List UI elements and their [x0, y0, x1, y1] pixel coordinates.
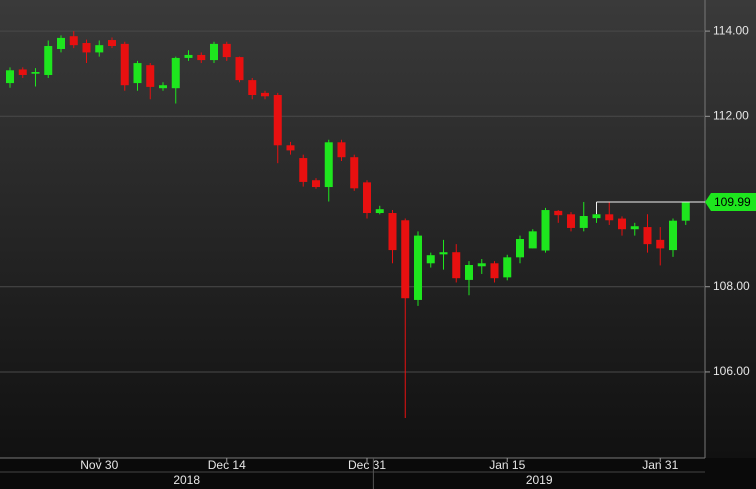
candle-body: [95, 45, 104, 53]
y-tick-label: 112.00: [713, 108, 749, 122]
candle-body: [273, 95, 282, 146]
candle-body: [669, 220, 677, 251]
candle-body: [324, 142, 333, 188]
candle-body: [579, 216, 588, 228]
candle-body: [630, 226, 639, 230]
candle-body: [248, 80, 257, 96]
candle-body: [18, 69, 27, 75]
y-tick-label: 114.00: [713, 23, 749, 37]
candle-body: [222, 43, 231, 58]
candle-body: [554, 210, 563, 216]
candle-body: [656, 239, 665, 249]
x-tick-label: Jan 15: [489, 458, 525, 472]
candle-body: [503, 257, 512, 278]
last-price-label: 109.99: [714, 195, 751, 209]
x-tick-label: Dec 14: [208, 458, 246, 472]
candle-body: [643, 227, 652, 245]
candle-body: [363, 182, 371, 214]
candle-body: [197, 54, 206, 61]
candle-body: [69, 36, 78, 46]
candle-body: [337, 142, 346, 158]
candle-body: [414, 235, 422, 300]
candle-body: [490, 263, 499, 279]
candle-body: [171, 57, 180, 89]
last-price-tag: [705, 192, 756, 211]
candle-body: [159, 85, 167, 89]
candle-body: [567, 214, 575, 228]
candle-body: [312, 180, 320, 188]
candle-body: [120, 43, 129, 86]
candle-body: [184, 54, 193, 58]
x-tick-label: Dec 31: [348, 458, 386, 472]
candle-body: [286, 145, 295, 151]
candle-body: [401, 220, 410, 299]
candle-body: [261, 92, 269, 97]
candle-body: [439, 252, 448, 255]
candle-body: [299, 158, 308, 182]
x-tick-label: Jan 31: [642, 458, 678, 472]
candle-body: [44, 46, 53, 75]
year-label: 2019: [526, 473, 553, 487]
candle-body: [541, 210, 550, 251]
candle-body: [605, 214, 614, 221]
candle-body: [681, 201, 690, 221]
y-tick-label: 106.00: [713, 364, 750, 378]
candle-body: [477, 263, 486, 267]
candle-body: [31, 72, 40, 74]
candle-body: [6, 70, 14, 84]
x-axis-area: [0, 458, 756, 489]
candle-body: [133, 63, 142, 84]
year-label: 2018: [173, 473, 200, 487]
candle-body: [375, 209, 384, 214]
candle-body: [452, 252, 461, 279]
candle-body: [528, 231, 537, 249]
candle-body: [108, 40, 116, 47]
candle-body: [235, 57, 244, 81]
candle-body: [465, 265, 473, 280]
candle-body: [210, 43, 218, 61]
x-tick-label: Nov 30: [80, 458, 118, 472]
candle-body: [146, 65, 155, 87]
candle-body: [82, 43, 91, 53]
candle-body: [516, 239, 524, 258]
candle-body: [350, 157, 359, 189]
y-tick-label: 108.00: [713, 279, 750, 293]
candle-body: [592, 214, 601, 219]
candle-body: [388, 213, 397, 251]
candle-body: [57, 37, 65, 49]
candle-body: [618, 218, 626, 230]
candle-body: [426, 255, 435, 264]
